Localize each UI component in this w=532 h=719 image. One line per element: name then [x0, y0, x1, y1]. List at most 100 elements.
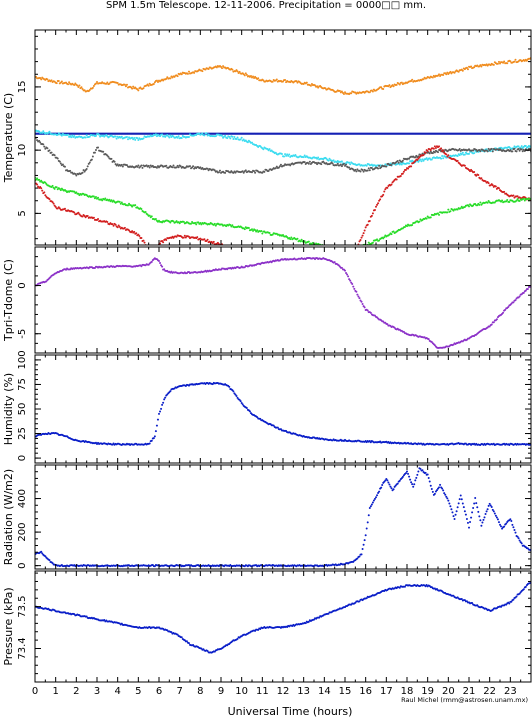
data-point — [392, 85, 395, 88]
data-point — [453, 518, 456, 521]
data-point — [75, 174, 78, 177]
data-point — [296, 261, 298, 263]
data-point — [426, 473, 429, 476]
data-point — [144, 211, 147, 214]
data-point — [106, 81, 109, 84]
data-point — [500, 525, 503, 528]
data-point — [197, 221, 200, 224]
data-point — [354, 251, 356, 253]
data-point — [40, 78, 43, 81]
data-point — [53, 154, 56, 157]
data-point — [48, 559, 51, 562]
data-point — [168, 136, 171, 139]
data-point — [351, 283, 354, 286]
data-point — [449, 210, 452, 213]
data-point — [486, 150, 489, 153]
data-point — [134, 204, 137, 207]
data-point — [339, 248, 341, 250]
data-point — [292, 263, 294, 265]
data-point — [187, 235, 190, 238]
data-point — [438, 145, 441, 148]
data-point — [483, 516, 486, 519]
data-point — [213, 222, 216, 225]
data-point — [499, 523, 501, 526]
data-point — [359, 238, 362, 241]
data-point — [367, 241, 370, 244]
data-point — [380, 486, 383, 489]
data-point — [166, 76, 169, 79]
data-point — [420, 160, 423, 163]
data-point — [333, 272, 335, 274]
data-point — [373, 209, 376, 212]
data-point — [101, 199, 104, 202]
data-point — [475, 502, 478, 505]
data-point — [395, 83, 398, 86]
data-point — [305, 262, 307, 264]
data-point — [404, 168, 407, 171]
data-point — [169, 134, 172, 137]
data-point — [97, 217, 100, 220]
data-point — [53, 187, 56, 190]
data-point — [322, 267, 324, 269]
data-point — [312, 266, 314, 268]
data-point — [282, 233, 284, 236]
data-point — [332, 270, 334, 272]
data-point — [159, 242, 162, 245]
data-point — [369, 505, 372, 508]
data-point — [477, 510, 480, 513]
data-point — [164, 396, 167, 399]
data-point — [42, 130, 45, 133]
data-point — [384, 188, 387, 191]
data-point — [526, 287, 529, 290]
data-point — [383, 190, 386, 193]
data-point — [353, 287, 356, 290]
data-point — [428, 480, 431, 483]
data-point — [349, 163, 352, 166]
data-point — [517, 537, 520, 540]
data-point — [67, 133, 70, 136]
data-point — [463, 510, 466, 513]
data-point — [92, 195, 95, 198]
data-point — [279, 163, 282, 166]
data-point — [325, 268, 327, 270]
data-point — [520, 542, 523, 545]
data-point — [73, 190, 76, 193]
data-point — [293, 262, 295, 264]
series-group — [35, 381, 531, 446]
data-point — [59, 162, 62, 165]
series-cyan — [35, 129, 531, 168]
data-point — [274, 151, 277, 154]
data-point — [143, 241, 146, 244]
data-point — [241, 253, 243, 255]
data-point — [161, 403, 164, 406]
data-point — [454, 513, 457, 516]
data-point — [516, 535, 519, 538]
data-point — [378, 164, 381, 167]
data-point — [38, 139, 41, 142]
data-point — [225, 247, 227, 249]
data-point — [363, 539, 366, 542]
data-point — [520, 145, 523, 148]
data-point — [490, 147, 493, 150]
data-point — [376, 203, 379, 206]
data-point — [263, 258, 265, 260]
data-point — [136, 137, 139, 140]
data-point — [303, 154, 306, 157]
data-point — [345, 267, 347, 269]
data-point — [474, 497, 477, 500]
data-point — [140, 164, 143, 167]
data-point — [511, 523, 514, 526]
data-point — [155, 79, 158, 82]
data-point — [183, 234, 186, 237]
data-point — [366, 521, 369, 524]
data-point — [179, 165, 182, 168]
data-point — [159, 135, 162, 138]
data-point — [378, 199, 381, 202]
data-point — [484, 180, 487, 183]
data-point — [175, 220, 178, 223]
data-point — [327, 159, 330, 162]
data-point — [493, 512, 496, 515]
data-point — [268, 148, 271, 151]
data-point — [514, 58, 517, 61]
